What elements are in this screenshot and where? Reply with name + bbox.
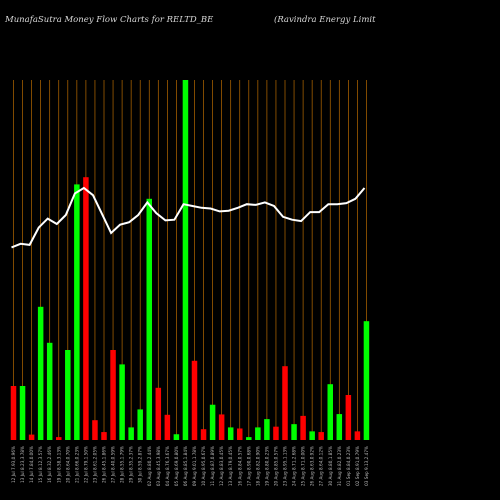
money-flow-bar [282,366,288,440]
money-flow-bar [101,432,107,440]
money-flow-bar [291,424,297,440]
x-tick-label: 14 Jul 7.84,0.00% [29,446,34,483]
money-flow-bar [146,198,152,440]
x-tick-label: 02 Aug 8.80,2.44% [147,446,152,486]
money-flow-bar [137,409,143,440]
x-tick-label: 24 Aug 8.71,2.68% [292,446,297,486]
money-flow-bar [264,419,270,440]
money-flow-bars [10,80,370,440]
money-flow-bar [19,386,26,440]
money-flow-bar [10,386,17,440]
money-flow-bar [46,342,53,440]
money-flow-bar [218,414,225,440]
x-tick-label: 17 Aug 8.90,0.68% [246,446,251,486]
money-flow-bar [318,432,324,440]
money-flow-bar [309,431,315,440]
x-tick-label: 06 Aug 8.85,1.84% [183,446,188,486]
money-flow-bar [28,434,35,440]
x-tick-label: 20 Aug 8.85,0.57% [273,446,278,486]
x-tick-label: 27 Aug 8.64,0.12% [319,446,324,486]
price-line [11,186,366,249]
x-tick-label: 28 Jul 8.55,1.79% [120,446,125,483]
money-flow-bar [110,350,116,440]
x-tick-label: 01 Sep 8.84,0.23% [346,446,351,486]
x-tick-label: 16 Jul 8.32,2.46% [47,446,52,483]
x-tick-label: 19 Aug 8.80,0.23% [264,446,269,486]
money-flow-bar [209,404,216,440]
x-tick-label: 21 Jul 8.66,0.23% [74,446,79,483]
money-flow-bar [83,177,89,440]
money-flow-bar [300,415,306,440]
x-tick-label: 20 Jul 8.64,0.70% [65,446,70,483]
x-tick-label: 02 Sep 8.91,0.79% [355,446,360,486]
money-flow-bar [119,364,125,440]
money-flow-bar [65,350,71,440]
money-flow-bar [273,426,279,440]
money-flow-bar [191,360,198,440]
x-tick-label: 22 Jul 8.79,1.50% [83,446,88,483]
money-flow-bar [182,80,189,440]
x-tick-label: 23 Aug 8.95,1.13% [283,446,288,486]
x-tick-label: 30 Jul 8.59,2.87% [138,446,143,483]
money-flow-bar [237,428,243,440]
x-tick-label: 31 Aug 8.82,0.23% [337,446,342,486]
money-flow-bar [336,414,343,440]
x-tick-label: 12 Aug 8.83,0.45% [219,446,224,486]
x-tick-label: 15 Jul 8.12,3.57% [38,446,43,483]
money-flow-bar [155,387,162,440]
x-tick-label: 26 Jul 8.45,1.86% [102,446,107,483]
x-tick-label: 29 Jul 8.35,2.37% [129,446,134,483]
money-flow-bar [255,427,261,440]
x-tick-label: 18 Aug 8.82,0.90% [255,446,260,486]
x-tick-label: 27 Jul 8.40,0.59% [111,446,116,483]
x-tick-label: 10 Aug 8.95,0.67% [201,446,206,486]
chart-title: MunafaSutra Money Flow Charts for RELTD_… [5,15,214,25]
x-tick-label: 11 Aug 8.87,0.89% [210,446,215,486]
x-tick-label: 05 Aug 8.69,0.80% [174,446,179,486]
money-flow-bar [345,395,352,440]
money-flow-bar [56,437,62,440]
money-flow-bar [92,420,98,440]
x-tick-label: 09 Aug 9.01,1.78% [192,446,197,486]
money-flow-bar [327,384,333,440]
x-tick-label: 23 Jul 8.61,2.05% [92,446,97,483]
money-flow-bar [363,321,370,440]
money-flow-bar [246,437,252,440]
money-flow-bar [128,427,134,440]
x-tick-label: 12 Jul 7.93,0.96% [11,446,16,483]
money-flow-bar [173,434,180,440]
x-axis-labels: 12 Jul 7.93,0.96% 13 Jul 8.23,3.78% 14 Jul… [11,446,369,486]
x-tick-label: 30 Aug 8.80,1.85% [328,446,333,486]
money-flow-bar [37,306,44,440]
money-flow-bar [227,427,234,440]
x-tick-label: 03 Sep 9.13,2.47% [364,446,369,486]
money-flow-bar [74,184,80,440]
chart-subtitle: (Ravindra Energy Limit [274,15,376,25]
money-flow-bar [164,414,171,440]
money-flow-bar [200,429,207,440]
x-tick-label: 13 Aug 8.79,0.45% [228,446,233,486]
x-tick-label: 04 Aug 8.76,3.67% [165,446,170,486]
x-tick-label: 26 Aug 8.63,0.92% [310,446,315,486]
x-tick-label: 13 Jul 8.23,3.78% [20,446,25,483]
x-tick-label: 16 Aug 8.84,0.57% [237,446,242,486]
money-flow-bar [354,431,361,440]
x-tick-label: 25 Aug 8.71,0.00% [301,446,306,486]
x-tick-label: 03 Aug 8.45,3.98% [156,446,161,486]
x-tick-label: 19 Jul 8.58,3.13% [56,446,61,483]
